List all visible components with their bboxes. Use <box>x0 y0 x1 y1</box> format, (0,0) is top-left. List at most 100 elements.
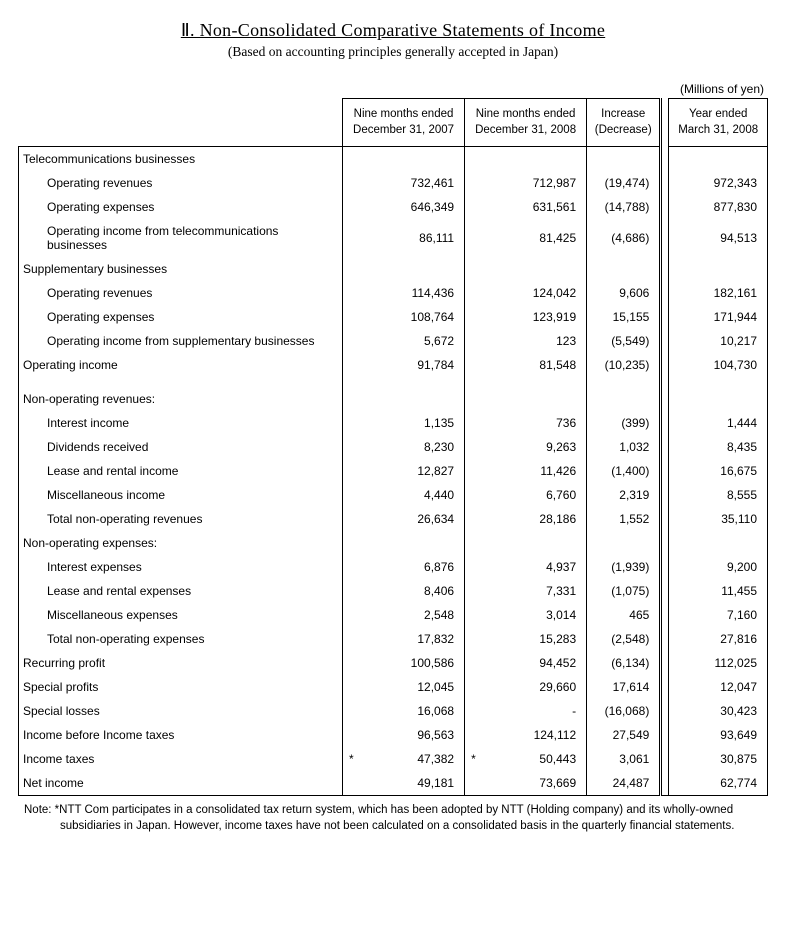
row-label: Operating income from telecommunications… <box>19 219 343 257</box>
row-value: 2,319 <box>587 483 661 507</box>
row-value: 27,816 <box>669 627 768 651</box>
row-value: 49,181 <box>343 771 465 796</box>
row-label: Net income <box>19 771 343 796</box>
row-label: Operating expenses <box>19 195 343 219</box>
row-value: (4,686) <box>587 219 661 257</box>
page-title: Ⅱ. Non-Consolidated Comparative Statemen… <box>18 20 768 41</box>
row-value: 94,452 <box>465 651 587 675</box>
row-value <box>587 531 661 555</box>
table-row: Income before Income taxes96,563124,1122… <box>19 723 768 747</box>
row-value: 3,061 <box>587 747 661 771</box>
table-row: Non-operating expenses: <box>19 531 768 555</box>
row-value: 6,876 <box>343 555 465 579</box>
gap-cell <box>661 219 669 257</box>
row-value: 12,047 <box>669 675 768 699</box>
row-value: 112,025 <box>669 651 768 675</box>
header-col4: Year endedMarch 31, 2008 <box>669 99 768 147</box>
row-value: 15,283 <box>465 627 587 651</box>
row-value: 972,343 <box>669 171 768 195</box>
row-value: 124,112 <box>465 723 587 747</box>
row-value: 5,672 <box>343 329 465 353</box>
table-row <box>19 377 768 387</box>
row-value: 732,461 <box>343 171 465 195</box>
row-value: 100,586 <box>343 651 465 675</box>
table-row: Income taxes*47,382*50,4433,06130,875 <box>19 747 768 771</box>
row-value: 73,669 <box>465 771 587 796</box>
row-value: 7,331 <box>465 579 587 603</box>
row-value: 91,784 <box>343 353 465 377</box>
table-row: Interest income1,135736(399)1,444 <box>19 411 768 435</box>
gap-cell <box>661 377 669 387</box>
row-value: 96,563 <box>343 723 465 747</box>
row-value: 108,764 <box>343 305 465 329</box>
gap-cell <box>661 651 669 675</box>
table-row: Lease and rental expenses8,4067,331(1,07… <box>19 579 768 603</box>
row-value: 81,548 <box>465 353 587 377</box>
row-value <box>465 377 587 387</box>
row-label: Dividends received <box>19 435 343 459</box>
row-value: (5,549) <box>587 329 661 353</box>
row-value: 29,660 <box>465 675 587 699</box>
gap-cell <box>661 257 669 281</box>
row-value <box>343 147 465 172</box>
row-value: 16,068 <box>343 699 465 723</box>
row-value: 12,827 <box>343 459 465 483</box>
row-value: 17,614 <box>587 675 661 699</box>
row-value: 1,444 <box>669 411 768 435</box>
table-row: Operating revenues732,461712,987(19,474)… <box>19 171 768 195</box>
row-value: (1,075) <box>587 579 661 603</box>
table-row: Operating income from supplementary busi… <box>19 329 768 353</box>
gap-cell <box>661 147 669 172</box>
row-value <box>669 257 768 281</box>
gap-cell <box>661 723 669 747</box>
header-col2: Nine months endedDecember 31, 2008 <box>465 99 587 147</box>
row-value <box>465 387 587 411</box>
row-value: 465 <box>587 603 661 627</box>
row-value: (14,788) <box>587 195 661 219</box>
row-value: 16,675 <box>669 459 768 483</box>
row-value: 123,919 <box>465 305 587 329</box>
gap-cell <box>661 483 669 507</box>
header-blank <box>19 99 343 147</box>
gap-cell <box>661 171 669 195</box>
row-value: 11,455 <box>669 579 768 603</box>
row-value: (10,235) <box>587 353 661 377</box>
row-label: Operating expenses <box>19 305 343 329</box>
row-label: Special profits <box>19 675 343 699</box>
gap-cell <box>661 507 669 531</box>
row-value: 736 <box>465 411 587 435</box>
row-value <box>669 377 768 387</box>
row-value <box>587 387 661 411</box>
row-value <box>343 387 465 411</box>
row-value: 9,200 <box>669 555 768 579</box>
row-label: Supplementary businesses <box>19 257 343 281</box>
row-value: 8,230 <box>343 435 465 459</box>
row-value: 17,832 <box>343 627 465 651</box>
currency-unit: (Millions of yen) <box>18 82 768 96</box>
row-value: (1,400) <box>587 459 661 483</box>
gap-cell <box>661 747 669 771</box>
row-value: (19,474) <box>587 171 661 195</box>
row-value: 877,830 <box>669 195 768 219</box>
row-value: 631,561 <box>465 195 587 219</box>
row-value: 27,549 <box>587 723 661 747</box>
row-value: 9,606 <box>587 281 661 305</box>
row-value: 9,263 <box>465 435 587 459</box>
table-row: Operating expenses646,349631,561(14,788)… <box>19 195 768 219</box>
footnote: Note: *NTT Com participates in a consoli… <box>18 802 768 834</box>
row-label: Operating revenues <box>19 281 343 305</box>
gap-cell <box>661 195 669 219</box>
row-value <box>587 257 661 281</box>
gap-cell <box>661 305 669 329</box>
income-statement-table: Nine months endedDecember 31, 2007 Nine … <box>18 98 768 796</box>
table-row: Special losses16,068-(16,068)30,423 <box>19 699 768 723</box>
row-label: Operating income <box>19 353 343 377</box>
table-row: Operating expenses108,764123,91915,15517… <box>19 305 768 329</box>
table-row: Interest expenses6,8764,937(1,939)9,200 <box>19 555 768 579</box>
row-value: 94,513 <box>669 219 768 257</box>
row-label: Miscellaneous income <box>19 483 343 507</box>
row-value: *47,382 <box>343 747 465 771</box>
header-gap <box>661 99 669 147</box>
row-value: 8,406 <box>343 579 465 603</box>
gap-cell <box>661 771 669 796</box>
